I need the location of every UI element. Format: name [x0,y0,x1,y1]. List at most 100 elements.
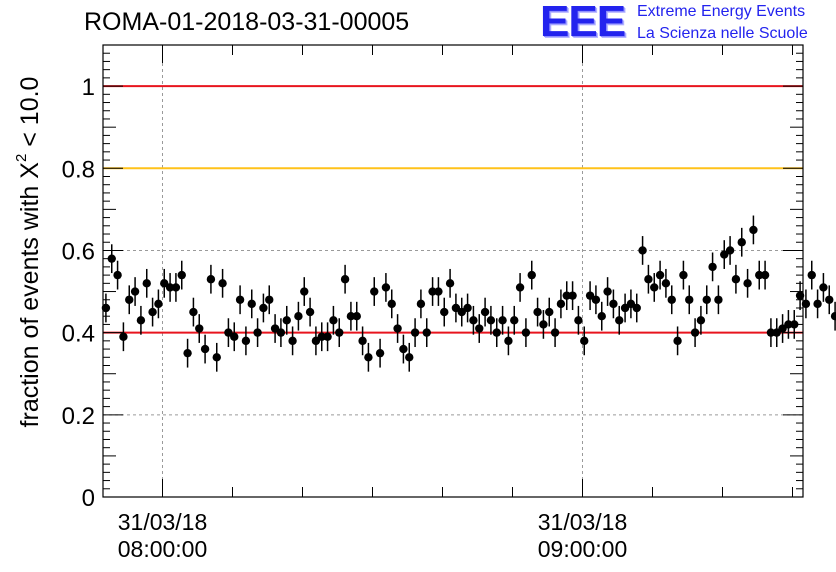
data-point [469,316,478,325]
axes: 00.20.40.60.8131/03/1808:00:0031/03/1809… [62,44,803,562]
data-point [107,254,116,263]
data-point [784,320,793,329]
data-point [160,279,169,288]
data-point [696,316,706,325]
y-tick-label: 0 [82,485,95,512]
plot-frame [102,44,804,498]
data-point [585,291,595,300]
data-point [206,275,216,284]
data-point [556,299,566,309]
y-axis-label-sup: 2 [13,154,30,162]
logo-line-2: La Scienza nelle Scuole [637,25,808,42]
data-point [510,316,519,325]
data-point [294,312,303,321]
data-point [340,275,350,284]
data-point [177,270,186,280]
data-point [737,238,746,247]
data-point [714,295,723,304]
data-point [183,348,192,358]
y-tick-label: 0.6 [62,238,95,265]
logo-line-1: Extreme Energy Events [637,3,806,20]
data-point [445,279,455,288]
data-point [807,270,816,280]
data-point [492,328,501,337]
data-point [399,344,408,354]
data-point [440,307,449,317]
data-point [241,336,251,346]
data-point [498,316,507,325]
data-point [253,328,262,337]
y-tick-label: 0.4 [62,321,95,348]
data-point [358,336,367,346]
data-point [200,344,210,354]
data-point [539,320,548,329]
data-point [410,328,420,337]
data-point [597,312,606,321]
data-point [136,316,146,325]
data-point [381,283,391,292]
y-tick-label: 0.8 [62,156,95,183]
x-tick-label-time: 09:00:00 [538,536,628,562]
data-point [480,307,490,317]
data-point [300,287,309,296]
y-axis-label: fraction of events with X2 < 10.0 [13,77,44,428]
data-point [580,336,589,346]
data-point [720,250,729,259]
data-point [125,295,134,304]
data-point [667,295,676,304]
chart-title: ROMA-01-2018-03-31-00005 [84,8,410,36]
data-point [772,328,781,337]
data-point [562,291,571,300]
data-point [247,299,256,309]
data-point [486,316,496,325]
data-point [749,225,758,235]
data-point [393,324,402,333]
data-point [270,324,280,333]
data-point [603,287,612,296]
data-point [725,246,735,255]
data-point [142,279,151,288]
grid-layer [103,45,803,497]
data-point [743,279,752,288]
data-point [428,287,437,296]
data-point [545,307,554,317]
data-point [568,291,577,300]
data-point [259,303,268,313]
data-point [457,307,466,317]
data-point [655,270,665,280]
data-point [451,303,461,313]
data-point [760,270,770,280]
data-point [235,295,245,304]
data-point [434,287,443,296]
data-point [801,299,811,309]
data-point [212,353,221,362]
data-point [574,316,583,325]
y-tick-label: 0.2 [62,403,95,430]
data-point [819,283,828,292]
data-point [679,270,688,280]
data-point [311,336,321,346]
data-point [405,353,414,362]
data-point [230,332,239,341]
data-point [795,291,805,300]
y-axis-label-main: fraction of events with X [16,162,44,428]
data-point [673,336,682,346]
x-tick-label-date: 31/03/18 [538,509,628,535]
eee-logo: EEE Extreme Energy Events La Scienza nel… [540,0,836,46]
data-point [416,299,426,309]
data-point [550,328,560,337]
data-point [644,275,653,284]
data-points [101,215,836,372]
data-point [189,307,198,317]
data-point [731,275,741,284]
x-tick-label-date: 31/03/18 [118,509,208,535]
data-point [521,328,531,337]
data-point [329,316,338,325]
logo-mark: EEE [540,0,626,46]
data-point [463,303,472,313]
data-point [690,328,700,337]
data-point [708,262,717,272]
data-point [778,324,787,333]
data-point [323,332,332,341]
